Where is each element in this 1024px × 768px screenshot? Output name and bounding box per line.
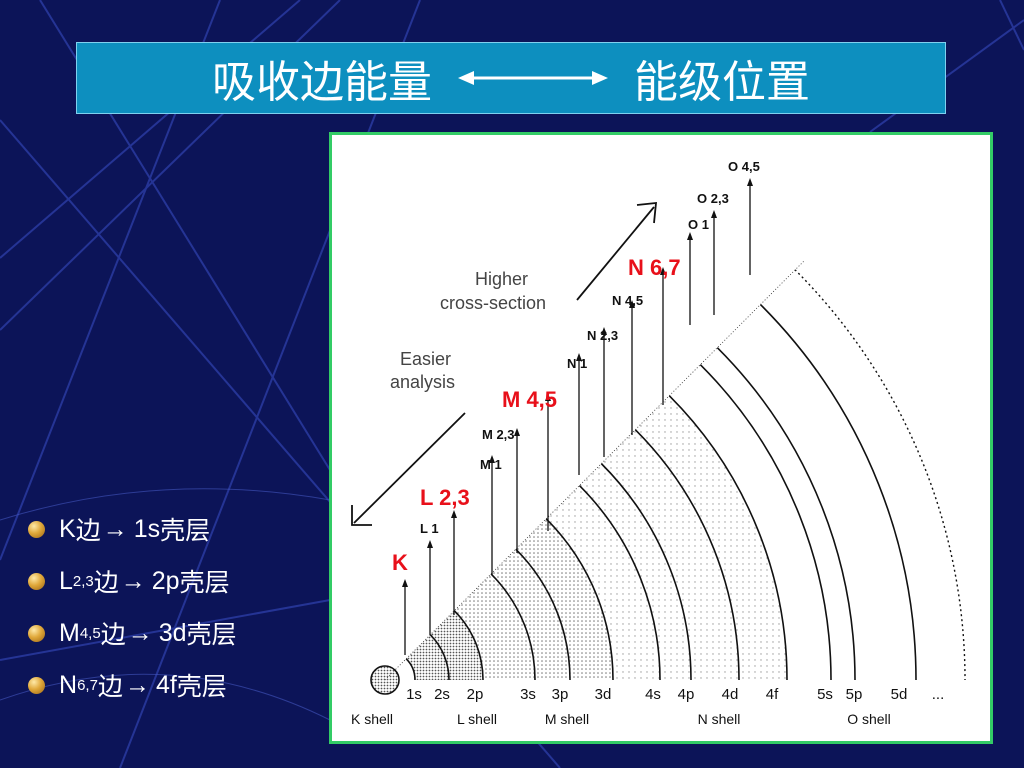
- arrowhead-icon: [576, 353, 582, 361]
- edge-label: O 1: [688, 217, 709, 232]
- right-arrow-icon: →: [127, 618, 153, 647]
- edge-letter: M: [59, 618, 80, 647]
- right-arrow-icon: →: [102, 514, 128, 543]
- subshell-label: 5d: [891, 686, 908, 703]
- right-arrow-icon: →: [120, 566, 146, 595]
- subshell-label: 5s: [817, 686, 833, 703]
- edge-label: M 4,5: [502, 387, 557, 412]
- edge-word: 边: [93, 569, 119, 597]
- double-arrow-icon: [458, 71, 608, 85]
- atomic-shell-diagram: K L 1 L 2,3 M 1 M 2,3 M 4,5 N 1N 2,3 N 4,5 N 6,7…: [351, 135, 966, 727]
- m-shell-shading: [454, 518, 613, 680]
- edge-label: K: [392, 550, 408, 575]
- shell-group-label: L shell: [457, 711, 497, 727]
- arrowhead-icon: [402, 579, 408, 587]
- subshell-label: 4f: [766, 686, 779, 703]
- arrowhead-icon: [711, 210, 717, 218]
- list-item: N 6,7 边 → 4f 壳层: [28, 659, 237, 711]
- arrowhead-icon: [601, 327, 607, 335]
- edge-subscript: 2,3: [72, 572, 94, 590]
- edge-letter: K: [59, 514, 76, 543]
- arrowhead-icon: [545, 393, 551, 401]
- shell-group-label: M shell: [545, 711, 589, 727]
- arrowhead-icon: [747, 178, 753, 186]
- easier-arrow: [353, 412, 466, 524]
- shell-group-label: N shell: [698, 711, 741, 727]
- edge-label: L 2,3: [420, 485, 470, 510]
- edge-subscript: 4,5: [79, 624, 101, 642]
- edge-label: M 1: [480, 457, 502, 472]
- subshell-label: 4p: [678, 686, 695, 703]
- arrowhead-icon: [660, 267, 666, 275]
- edge-letter: L: [59, 566, 73, 595]
- shell-word: 壳层: [160, 517, 211, 545]
- annotation-text: Higher: [475, 269, 528, 289]
- list-item: L 2,3 边 → 2p 壳层: [28, 555, 237, 607]
- edge-label: N 2,3: [587, 328, 618, 343]
- l-shell-shading: [406, 610, 483, 680]
- edge-label: M 2,3: [482, 427, 515, 442]
- edge-label: N 6,7: [628, 255, 681, 280]
- subshell-label: ...: [932, 686, 945, 703]
- title-right: 能级位置: [634, 57, 810, 108]
- edge-word: 边: [100, 621, 126, 649]
- edge-shell-list: K 边 → 1s 壳层 L 2,3 边 → 2p 壳层 M 4,5 边 → 3d 壳层 N 6,7 边 → 4f 壳层: [28, 503, 237, 711]
- subshell-label: 2p: [467, 686, 484, 703]
- edge-subscript: 6,7: [77, 676, 98, 694]
- arrowhead-icon: [427, 540, 433, 548]
- shell-word: 壳层: [179, 569, 230, 597]
- higher-arrowhead-icon: [636, 201, 658, 224]
- subshell-label: 3p: [552, 686, 569, 703]
- annotation-text: analysis: [390, 372, 455, 392]
- shell-group-label: K shell: [351, 711, 393, 727]
- higher-arrow: [576, 206, 655, 301]
- shell-word: 壳层: [186, 621, 237, 649]
- edge-word: 边: [75, 517, 101, 545]
- subshell-label: 5p: [846, 686, 863, 703]
- edge-label: N 4,5: [612, 293, 643, 308]
- arrowhead-icon: [489, 455, 495, 463]
- subshell-label: 3d: [595, 686, 612, 703]
- bullet-ball-icon: [28, 676, 45, 694]
- subshell-label: 4d: [722, 686, 739, 703]
- annotation-text: Easier: [400, 349, 451, 369]
- edge-label: O 2,3: [697, 191, 729, 206]
- edge-letter: N: [59, 670, 78, 699]
- shell-orbital: 3d: [158, 618, 187, 647]
- arrowhead-icon: [687, 232, 693, 240]
- right-arrow-icon: →: [124, 670, 150, 699]
- subshell-label: 1s: [406, 686, 422, 703]
- shell-orbital: 2p: [151, 566, 180, 595]
- title-banner: 吸收边能量 能级位置: [76, 42, 946, 114]
- shell-orbital: 4f: [155, 670, 177, 699]
- subshell-label: 2s: [434, 686, 450, 703]
- arrowhead-icon: [629, 300, 635, 308]
- shell-orbital: 1s: [133, 514, 161, 543]
- annotation-text: cross-section: [440, 293, 546, 313]
- arrowhead-icon: [514, 428, 520, 436]
- edge-label: O 4,5: [728, 159, 760, 174]
- title-left: 吸收边能量: [212, 57, 432, 108]
- n-shell-shading: [546, 395, 787, 680]
- shell-word: 壳层: [176, 673, 227, 701]
- bullet-ball-icon: [28, 624, 45, 642]
- shell-group-label: O shell: [847, 711, 891, 727]
- edge-word: 边: [97, 673, 123, 701]
- arrowhead-icon: [451, 510, 457, 518]
- subshell-label: 3s: [520, 686, 536, 703]
- list-item: K 边 → 1s 壳层: [28, 503, 237, 555]
- edge-label: L 1: [420, 521, 439, 536]
- bullet-ball-icon: [28, 520, 45, 538]
- bullet-ball-icon: [28, 572, 45, 590]
- edge-label: N 1: [567, 356, 587, 371]
- list-item: M 4,5 边 → 3d 壳层: [28, 607, 237, 659]
- easier-arrowhead-icon: [351, 505, 372, 526]
- subshell-label: 4s: [645, 686, 661, 703]
- nucleus: [370, 665, 400, 695]
